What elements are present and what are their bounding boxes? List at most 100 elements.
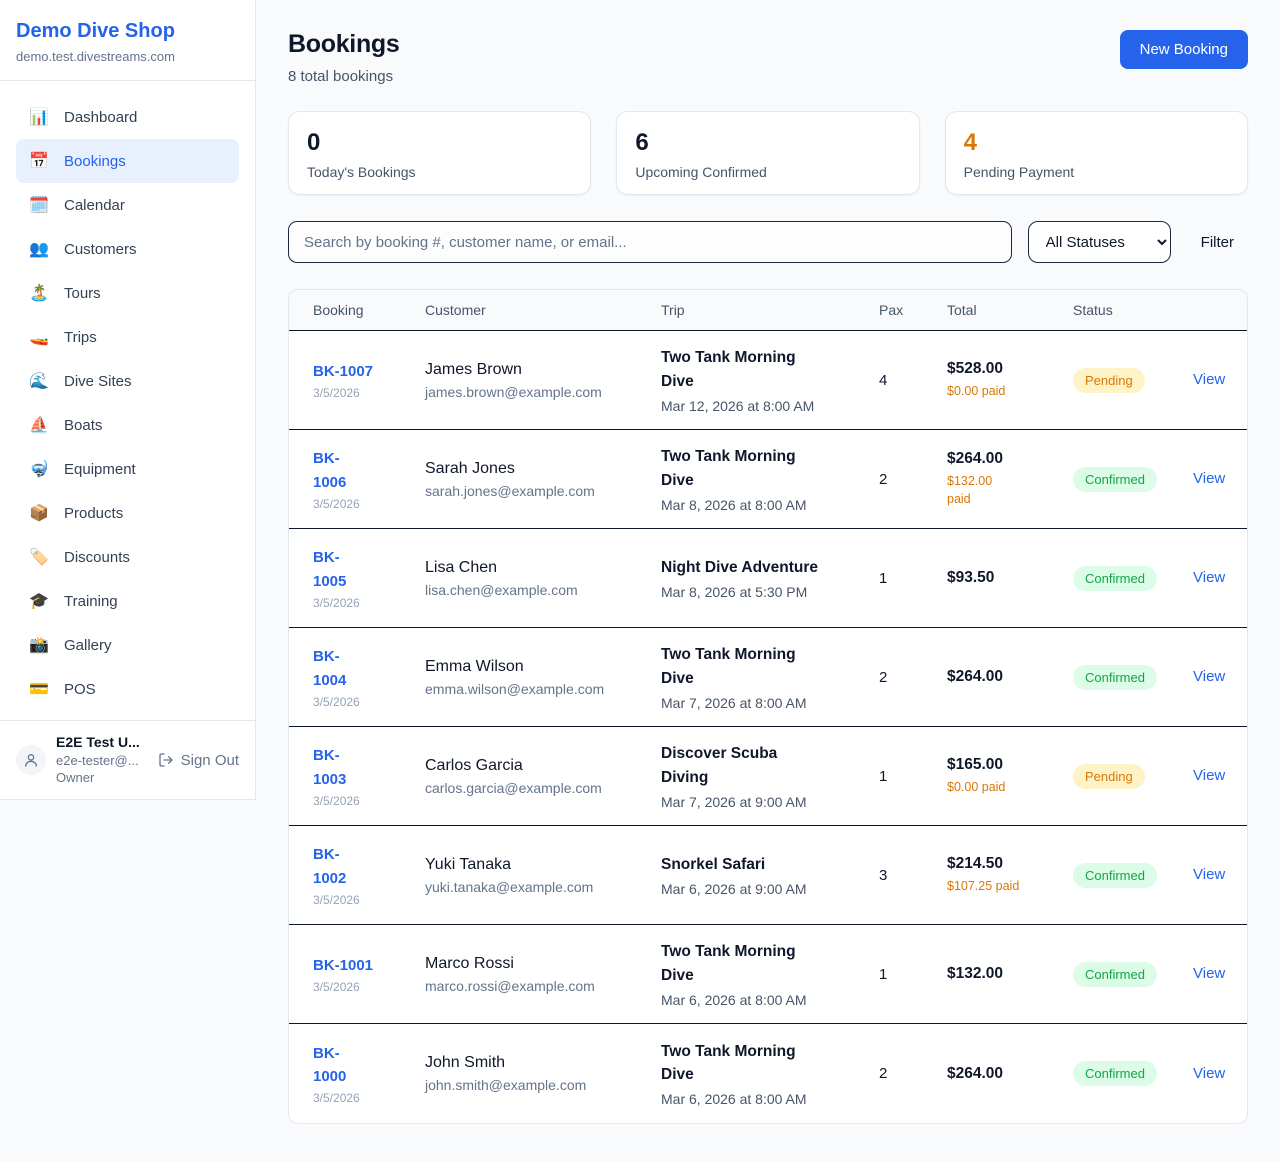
customer-name: James Brown — [425, 360, 522, 378]
sign-out-button[interactable]: Sign Out — [158, 752, 239, 769]
customer-email: john.smith@example.com — [425, 1077, 587, 1093]
stat-label: Upcoming Confirmed — [635, 164, 767, 180]
trip-name: Two Tank Morning Dive — [661, 1042, 796, 1083]
customer-name: Carlos Garcia — [425, 756, 523, 774]
booking-id-link[interactable]: BK- 1003 — [313, 747, 347, 788]
sidebar-item-label: Gallery — [64, 636, 112, 654]
customer-name: John Smith — [425, 1054, 506, 1071]
sidebar-item-calendar[interactable]: 🗓️ Calendar — [16, 183, 239, 227]
booking-id-link[interactable]: BK- 1006 — [313, 450, 347, 491]
pax-cell: 3 — [879, 866, 888, 884]
col-header-booking: Booking — [313, 302, 364, 318]
sidebar-item-bookings[interactable]: 📅 Bookings — [16, 139, 239, 183]
total-amount: $93.50 — [947, 569, 995, 586]
sign-out-icon — [158, 753, 173, 767]
sidebar-item-trips[interactable]: 🚤 Trips — [16, 315, 239, 359]
search-input[interactable] — [288, 221, 1012, 263]
total-cell: $165.00 $0.00 paid — [947, 756, 1073, 796]
dashboard-icon: 📊 — [29, 109, 49, 126]
pax-cell: 2 — [879, 470, 888, 488]
booking-date: 3/5/2026 — [313, 892, 360, 907]
sidebar-item-customers[interactable]: 👥 Customers — [16, 227, 239, 271]
total-amount: $264.00 — [947, 449, 1004, 467]
status-filter-select[interactable]: All Statuses — [1027, 221, 1171, 263]
booking-id-link[interactable]: BK-1007 — [313, 362, 374, 380]
customer-email: yuki.tanaka@example.com — [425, 878, 594, 895]
total-cell: $264.00 — [947, 668, 1073, 686]
customer-cell: James Brown james.brown@example.com — [425, 361, 661, 400]
pax-cell: 2 — [879, 1065, 888, 1082]
col-header-trip: Trip — [661, 302, 685, 318]
booking-id-link[interactable]: BK- 1005 — [313, 549, 347, 590]
trip-time: Mar 8, 2026 at 5:30 PM — [661, 584, 808, 601]
sidebar-item-label: POS — [64, 680, 96, 698]
sidebar-item-label: Products — [64, 504, 124, 522]
view-link[interactable]: View — [1193, 371, 1226, 388]
trip-time: Mar 6, 2026 at 8:00 AM — [661, 1091, 807, 1108]
sidebar-item-pos[interactable]: 💳 POS — [16, 667, 239, 711]
sidebar-item-dashboard[interactable]: 📊 Dashboard — [16, 95, 239, 139]
trip-cell: Two Tank Morning Dive Mar 7, 2026 at 8:0… — [661, 643, 879, 711]
customer-cell: Carlos Garcia carlos.garcia@example.com — [425, 757, 661, 796]
sailboat-icon: ⛵ — [29, 417, 49, 434]
sidebar-item-discounts[interactable]: 🏷️ Discounts — [16, 535, 239, 579]
view-link[interactable]: View — [1193, 470, 1226, 487]
booking-id-link[interactable]: BK- 1004 — [313, 648, 347, 689]
booking-cell: BK- 1003 3/5/2026 — [313, 744, 425, 808]
view-link[interactable]: View — [1193, 1064, 1226, 1082]
view-link[interactable]: View — [1193, 767, 1226, 784]
booking-date: 3/5/2026 — [313, 386, 360, 401]
booking-cell: BK- 1002 3/5/2026 — [313, 843, 425, 907]
actions-cell: View — [1181, 371, 1235, 389]
total-amount: $165.00 — [947, 755, 1004, 773]
customer-email: james.brown@example.com — [425, 383, 602, 400]
filter-bar: All Statuses Filter — [288, 221, 1248, 263]
sidebar-item-products[interactable]: 📦 Products — [16, 491, 239, 535]
sidebar-item-gallery[interactable]: 📸 Gallery — [16, 623, 239, 667]
sidebar-nav: 📊 Dashboard 📅 Bookings 🗓️ Calendar 👥 Cus… — [0, 81, 255, 720]
customer-email: carlos.garcia@example.com — [425, 779, 602, 796]
status-cell: Confirmed — [1073, 565, 1181, 591]
view-link[interactable]: View — [1193, 668, 1226, 685]
total-amount: $528.00 — [947, 359, 1004, 377]
sidebar-item-training[interactable]: 🎓 Training — [16, 579, 239, 623]
booking-id-link[interactable]: BK- 1002 — [313, 846, 347, 887]
stats-row: 0 Today's Bookings 6 Upcoming Confirmed … — [288, 111, 1248, 195]
status-cell: Pending — [1073, 763, 1181, 789]
bookings-calendar-icon: 📅 — [29, 153, 49, 170]
customer-cell: Sarah Jones sarah.jones@example.com — [425, 460, 661, 499]
stat-card-pending-payment: 4 Pending Payment — [944, 111, 1248, 195]
status-cell: Confirmed — [1073, 466, 1181, 492]
sidebar-item-tours[interactable]: 🏝️ Tours — [16, 271, 239, 315]
actions-cell: View — [1181, 1065, 1235, 1083]
stat-value: 6 — [635, 129, 649, 156]
sidebar-item-equipment[interactable]: 🤿 Equipment — [16, 447, 239, 491]
booking-id-link[interactable]: BK-1001 — [313, 956, 374, 974]
total-cell: $132.00 — [947, 965, 1073, 983]
new-booking-button[interactable]: New Booking — [1119, 30, 1248, 69]
booking-date: 3/5/2026 — [313, 595, 360, 610]
status-badge: Pending — [1073, 367, 1145, 393]
customer-name: Lisa Chen — [425, 558, 498, 576]
shop-domain: demo.test.divestreams.com — [16, 49, 175, 64]
sidebar-item-label: Boats — [64, 416, 103, 434]
trip-time: Mar 7, 2026 at 8:00 AM — [661, 694, 807, 711]
pax-cell: 1 — [879, 569, 888, 587]
table-row: BK- 1004 3/5/2026 Emma Wilson emma.wilso… — [289, 628, 1247, 727]
booking-id-link[interactable]: BK- 1000 — [313, 1044, 347, 1085]
sign-out-label: Sign Out — [180, 751, 239, 769]
table-header-row: Booking Customer Trip Pax Total Status — [289, 290, 1247, 331]
sidebar-item-boats[interactable]: ⛵ Boats — [16, 403, 239, 447]
sidebar-item-label: Customers — [64, 240, 137, 258]
filter-button[interactable]: Filter — [1187, 234, 1248, 251]
package-icon: 📦 — [29, 505, 49, 522]
view-link[interactable]: View — [1193, 569, 1226, 586]
user-info: E2E Test U... e2e-tester@... Owner — [56, 733, 148, 787]
sidebar-item-dive-sites[interactable]: 🌊 Dive Sites — [16, 359, 239, 403]
actions-cell: View — [1181, 668, 1235, 686]
booking-cell: BK-1001 3/5/2026 — [313, 954, 425, 994]
sidebar-item-label: Bookings — [64, 152, 126, 170]
view-link[interactable]: View — [1193, 866, 1226, 883]
view-link[interactable]: View — [1193, 965, 1226, 982]
customer-cell: Marco Rossi marco.rossi@example.com — [425, 955, 661, 994]
